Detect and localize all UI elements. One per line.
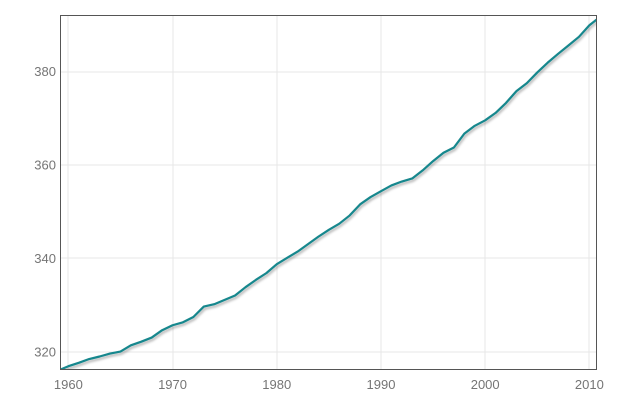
x-axis-labels: 1960 1970 1980 1990 2000 2010 [54, 377, 604, 392]
x-tick-label: 2010 [575, 377, 604, 392]
y-tick-label: 380 [34, 64, 56, 79]
y-tick-label: 360 [34, 157, 56, 172]
x-tick-label: 1960 [54, 377, 83, 392]
x-tick-label: 2000 [471, 377, 500, 392]
y-tick-label: 320 [34, 344, 56, 359]
co2-series-line [60, 17, 597, 370]
plot-border [60, 15, 597, 370]
x-tick-label: 1970 [158, 377, 187, 392]
gridlines [60, 15, 597, 370]
y-tick-label: 340 [34, 251, 56, 266]
x-tick-label: 1990 [367, 377, 396, 392]
y-axis-labels: 320 340 360 380 [34, 64, 56, 359]
x-tick-label: 1980 [262, 377, 291, 392]
